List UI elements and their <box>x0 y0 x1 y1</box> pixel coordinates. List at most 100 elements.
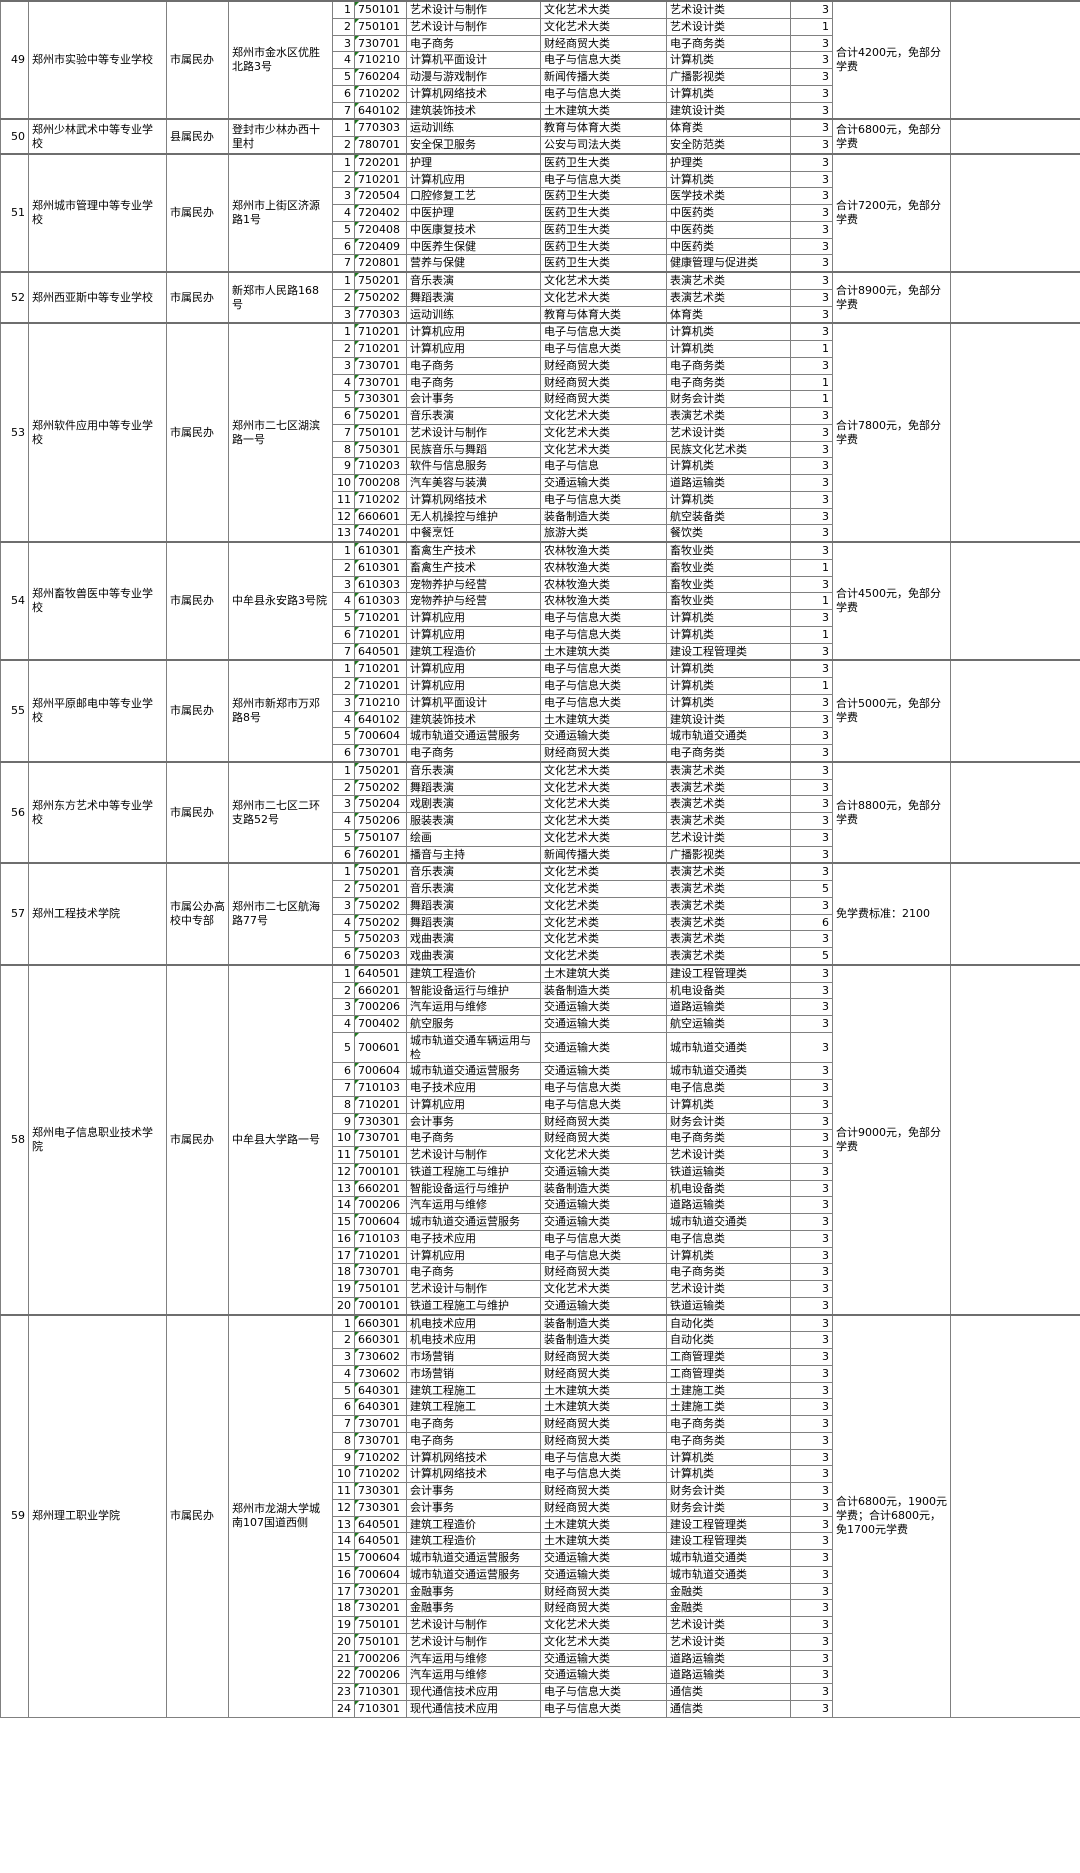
table-row: 16 710103 电子技术应用 电子与信息大类 电子信息类 3 <box>1 1229 1080 1248</box>
major-sub-category: 城市轨道交通类 <box>666 1062 791 1080</box>
major-name-text: 计算机应用 <box>410 172 465 186</box>
school-name: 郑州市实验中等专业学校 <box>28 0 167 120</box>
major-big-category: 农林牧渔大类 <box>540 575 667 594</box>
major-big-category-text: 交通运输大类 <box>544 1064 610 1078</box>
table-body: 49 郑州市实验中等专业学校 市属民办 郑州市金水区优胜北路3号 1 750101 艺术设计… <box>0 0 1080 1718</box>
major-name-text: 计算机应用 <box>410 627 465 641</box>
major-sub-category: 表演艺术类 <box>666 270 791 290</box>
major-name-text: 汽车运用与维修 <box>410 1000 487 1014</box>
major-name-text: 会计事务 <box>410 392 454 406</box>
major-sub-category-text: 机电设备类 <box>670 983 725 997</box>
table-row: 18 730701 电子商务 财经商贸大类 电子商务类 3 <box>1 1263 1080 1281</box>
major-name-text: 舞蹈表演 <box>410 915 454 929</box>
major-code: 730701 <box>354 356 407 375</box>
major-code: 710202 <box>354 1465 407 1483</box>
major-sub-category: 艺术设计类 <box>666 1616 791 1634</box>
major-big-category-text: 新闻传播大类 <box>544 70 610 83</box>
major-code-text: 750201 <box>358 409 400 422</box>
major-name: 舞蹈表演 <box>406 896 541 915</box>
school-serial-number: 59 <box>0 1313 29 1718</box>
major-code-text: 730602 <box>358 1366 400 1380</box>
major-big-category: 农林牧渔大类 <box>540 540 667 560</box>
major-name: 动漫与游戏制作 <box>406 68 541 86</box>
major-code: 710210 <box>354 693 407 712</box>
table-row: 21 700206 汽车运用与维修 交通运输大类 道路运输类 3 <box>1 1649 1080 1668</box>
major-big-category-text: 文化艺术大类 <box>544 1634 610 1648</box>
major-big-category-text: 交通运输大类 <box>544 1215 610 1228</box>
major-name: 舞蹈表演 <box>406 288 541 307</box>
major-big-category: 财经商贸大类 <box>540 1129 667 1147</box>
major-sub-category-text: 表演艺术类 <box>670 290 725 304</box>
major-sub-category: 健康管理与促进类 <box>666 254 791 273</box>
table-row: 13 640501 建筑工程造价 土木建筑大类 建设工程管理类 3 <box>1 1515 1080 1534</box>
major-sub-category: 计算机类 <box>666 625 791 644</box>
major-name-text: 计算机应用 <box>410 1248 465 1262</box>
major-name: 宠物养护与经营 <box>406 575 541 594</box>
major-years-text: 3 <box>822 442 829 456</box>
table-row: 58 郑州电子信息职业技术学院 市属民办 中牟县大学路一号 1 640501 建筑工程造价土… <box>0 963 1080 1315</box>
major-name: 畜禽生产技术 <box>406 558 541 577</box>
school-fee-standard-text: 合计6800元，1900元学费；合计6800元，免1700元学费 <box>836 1495 947 1536</box>
major-years-text: 3 <box>822 644 829 658</box>
school-address: 登封市少林办西十里村 <box>228 118 333 155</box>
major-sub-category-text: 计算机类 <box>670 172 714 186</box>
major-index: 5 <box>332 828 355 847</box>
major-code-text: 730301 <box>358 1114 400 1128</box>
major-sub-category: 计算机类 <box>666 1465 791 1483</box>
major-years: 3 <box>790 981 833 1000</box>
major-code-text: 610301 <box>358 560 400 574</box>
table-row: 5 700601 城市轨道交通车辆运用与检 交通运输大类 城市轨道交通类 3 <box>1 1031 1080 1064</box>
major-sub-category: 畜牧业类 <box>666 558 791 577</box>
major-big-category: 财经商贸大类 <box>540 390 667 408</box>
major-sub-category-text: 电子商务类 <box>670 1265 725 1279</box>
school-address-text: 登封市少林办西十里村 <box>232 122 320 150</box>
major-name-text: 艺术设计与制作 <box>410 19 487 33</box>
major-years-text: 1 <box>822 375 829 389</box>
major-index: 1 <box>332 963 355 983</box>
major-index-text: 6 <box>344 409 351 422</box>
school-name-text: 郑州软件应用中等专业学校 <box>32 418 153 446</box>
major-index: 11 <box>332 1146 355 1164</box>
school-remark <box>950 322 1080 543</box>
major-sub-category: 自动化类 <box>666 1313 791 1333</box>
major-name-text: 舞蹈表演 <box>410 780 454 794</box>
major-sub-category-text: 计算机类 <box>670 1097 714 1111</box>
major-years-text: 3 <box>822 256 829 270</box>
major-sub-category-text: 表演艺术类 <box>670 949 725 962</box>
major-sub-category: 表演艺术类 <box>666 795 791 813</box>
major-name-text: 铁道工程施工与维护 <box>410 1298 509 1312</box>
major-sub-category: 体育类 <box>666 305 791 324</box>
major-sub-category-text: 城市轨道交通类 <box>670 1567 747 1581</box>
major-years-text: 3 <box>822 1500 829 1514</box>
major-sub-category: 建设工程管理类 <box>666 642 791 661</box>
major-code-text: 750202 <box>358 915 400 929</box>
major-years-text: 3 <box>822 53 829 67</box>
major-index: 8 <box>332 1095 355 1114</box>
major-years-text: 3 <box>822 1131 829 1145</box>
major-index: 14 <box>332 1532 355 1550</box>
major-years-text: 3 <box>822 1114 829 1128</box>
major-name-text: 计算机平面设计 <box>410 53 487 67</box>
major-years: 3 <box>790 727 833 745</box>
major-years: 3 <box>790 1632 833 1651</box>
major-name-text: 汽车运用与维修 <box>410 1668 487 1682</box>
major-index: 13 <box>332 1515 355 1534</box>
major-name: 航空服务 <box>406 1015 541 1033</box>
major-big-category-text: 公安与司法大类 <box>544 138 621 151</box>
major-big-category: 电子与信息大类 <box>540 1246 667 1265</box>
table-row: 4 720402 中医护理 医药卫生大类 中医药类 3 <box>1 204 1080 222</box>
major-big-category: 土木建筑大类 <box>540 1398 667 1416</box>
major-big-category-text: 电子与信息大类 <box>544 695 621 709</box>
major-sub-category: 财务会计类 <box>666 1498 791 1517</box>
major-name-text: 电子商务 <box>410 358 454 372</box>
major-big-category: 交通运输大类 <box>540 1666 667 1684</box>
major-code: 710202 <box>354 1448 407 1467</box>
major-code-text: 700208 <box>358 476 400 489</box>
major-name-text: 音乐表演 <box>410 763 454 777</box>
table-row: 23 710301 现代通信技术应用 电子与信息大类 通信类 3 <box>1 1683 1080 1701</box>
major-big-category: 财经商贸大类 <box>540 1431 667 1450</box>
major-big-category: 电子与信息大类 <box>540 625 667 644</box>
major-index-text: 3 <box>344 577 351 591</box>
major-sub-category-text: 电子商务类 <box>670 746 725 759</box>
major-name-text: 城市轨道交通车辆运用与检 <box>410 1033 531 1061</box>
